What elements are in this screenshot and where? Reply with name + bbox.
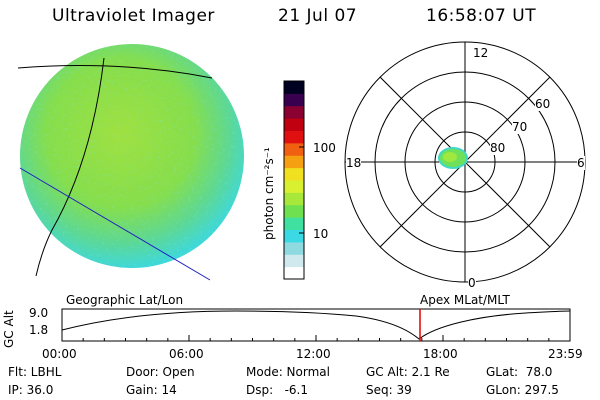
colorbar-segment: [284, 130, 304, 144]
ground-track-line: [19, 167, 211, 281]
info-gc-alt: GC Alt: 2.1 Re: [366, 365, 450, 379]
colorbar-segment: [284, 105, 304, 119]
info-ip: IP: 36.0: [8, 383, 54, 397]
polar-image-footprint: [438, 147, 468, 169]
colorbar-label: photon cm⁻²s⁻¹: [262, 147, 276, 240]
colorbar-segment: [284, 167, 304, 181]
timeline-tick-3: 18:00: [423, 347, 458, 361]
info-mode: Mode: Normal: [246, 365, 330, 379]
longitude-line: [35, 57, 105, 277]
latitude-line: [17, 65, 213, 79]
colorbar-segment: [284, 241, 304, 255]
colorbar-segment: [284, 217, 304, 230]
polar-ring-label-80: 80: [490, 141, 506, 155]
globe-image: [17, 44, 244, 281]
timeline-right-title: Apex MLat/MLT: [420, 293, 510, 307]
colorbar-segment: [284, 204, 304, 218]
colorbar-segment: [284, 192, 304, 206]
timeline-tick-4: 23:59: [548, 347, 583, 361]
polar-ring-label-60: 60: [535, 97, 551, 111]
info-door: Door: Open: [126, 365, 195, 379]
app-title: Ultraviolet Imager: [52, 6, 215, 26]
timeline-y-top: 9.0: [29, 306, 49, 320]
info-seq: Seq: 39: [366, 383, 412, 397]
colorbar-segment: [284, 155, 304, 169]
altitude-curve: [61, 310, 571, 340]
info-glon: GLon: 297.5: [486, 383, 559, 397]
colorbar-segment: [284, 118, 304, 131]
polar-label-12: 12: [473, 46, 489, 60]
timeline-y-label: GC Alt: [2, 310, 16, 348]
colorbar-segment: [284, 266, 304, 280]
timeline-left-title: Geographic Lat/Lon: [66, 293, 184, 307]
colorbar-segment: [284, 93, 304, 107]
info-filter: Flt: LBHL: [8, 365, 62, 379]
polar-plot: [344, 41, 586, 283]
info-dsp: Dsp: -6.1: [246, 383, 309, 397]
colorbar-segment: [284, 229, 304, 243]
polar-label-6: 6: [577, 156, 585, 170]
timeline-tick-2: 12:00: [296, 347, 331, 361]
colorbar-segment: [284, 254, 304, 268]
timeline-plot: [61, 308, 571, 342]
header-time: 16:58:07 UT: [426, 6, 537, 26]
timeline-y-bottom: 1.8: [29, 323, 49, 337]
info-gain: Gain: 14: [126, 383, 177, 397]
timeline-tick-0: 00:00: [42, 347, 77, 361]
colorbar-tick-100: 100: [313, 141, 336, 155]
colorbar-segment: [284, 142, 304, 156]
polar-label-18: 18: [346, 156, 362, 170]
info-glat: GLat: 78.0: [486, 365, 553, 379]
colorbar-segment: [284, 81, 304, 94]
polar-ring-label-70: 70: [512, 120, 528, 134]
colorbar-tick-10: 10: [313, 227, 329, 241]
colorbar: [283, 80, 305, 280]
polar-label-0: 0: [468, 276, 476, 290]
colorbar-segment: [284, 180, 304, 193]
header-date: 21 Jul 07: [278, 6, 358, 26]
timeline-tick-1: 06:00: [169, 347, 204, 361]
